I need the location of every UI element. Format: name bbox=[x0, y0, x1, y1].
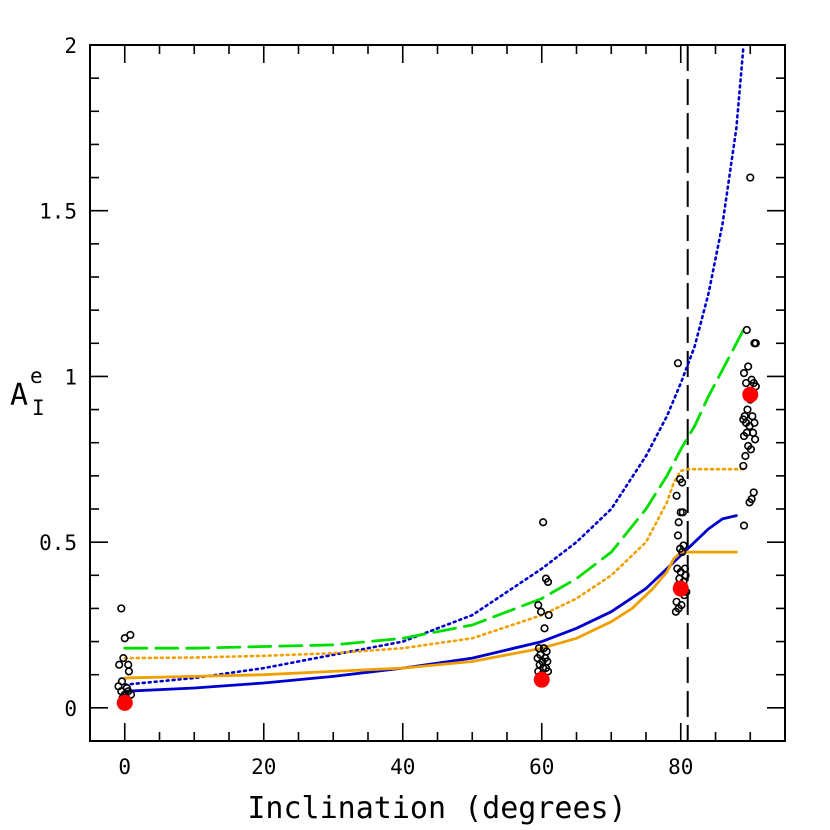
data-point bbox=[539, 518, 548, 527]
data-point bbox=[126, 630, 135, 640]
data-point bbox=[739, 431, 749, 441]
data-point bbox=[540, 624, 549, 633]
curve-blue-solid bbox=[123, 514, 738, 693]
data-point bbox=[741, 378, 751, 388]
y-tick-label: 0.5 bbox=[39, 531, 77, 555]
x-tick-label: 20 bbox=[251, 755, 276, 779]
data-point bbox=[746, 173, 755, 182]
data-point bbox=[739, 369, 749, 378]
data-point bbox=[119, 654, 128, 663]
x-tick-label: 80 bbox=[668, 755, 693, 779]
plot-area bbox=[114, 45, 760, 741]
data-point bbox=[543, 577, 553, 587]
data-point bbox=[751, 339, 760, 348]
x-tick-label: 40 bbox=[390, 755, 415, 779]
data-point bbox=[117, 604, 126, 613]
curve-green-dashed bbox=[123, 328, 745, 650]
data-point bbox=[746, 445, 756, 454]
data-point bbox=[745, 422, 754, 431]
y-axis-title: A e I bbox=[10, 364, 45, 420]
y-tick-label: 1.5 bbox=[39, 200, 77, 224]
data-point bbox=[742, 325, 751, 335]
data-point bbox=[748, 412, 757, 421]
data-point bbox=[124, 667, 134, 676]
data-point bbox=[739, 461, 748, 471]
data-point bbox=[672, 491, 681, 500]
x-tick-label: 60 bbox=[529, 755, 554, 779]
data-point bbox=[751, 435, 760, 444]
data-point bbox=[744, 362, 753, 371]
plot-frame bbox=[89, 44, 786, 742]
data-point bbox=[678, 547, 687, 557]
mean-point bbox=[742, 386, 759, 403]
y-tick-label: 2 bbox=[64, 34, 77, 58]
y-tick-label: 0 bbox=[64, 697, 77, 721]
y-axis-title-sup: e bbox=[30, 364, 43, 388]
x-axis-title: Inclination (degrees) bbox=[247, 791, 626, 826]
data-point bbox=[534, 601, 543, 610]
data-point bbox=[115, 660, 124, 669]
curve-blue-dotted bbox=[123, 46, 745, 687]
curve-orange-solid bbox=[123, 550, 738, 680]
mean-point bbox=[533, 671, 550, 688]
data-point bbox=[743, 405, 752, 414]
data-point bbox=[674, 518, 683, 527]
axes: 0 20 40 60 80 0 0.5 1 1.5 2 bbox=[39, 34, 785, 779]
mean-point bbox=[116, 694, 133, 711]
data-point bbox=[678, 508, 687, 517]
data-point bbox=[678, 478, 687, 487]
y-axis-title-sub: I bbox=[32, 396, 45, 420]
data-point bbox=[739, 521, 749, 530]
x-tick-label: 0 bbox=[118, 755, 131, 779]
data-point bbox=[544, 610, 553, 620]
data-point bbox=[124, 660, 133, 669]
data-point bbox=[673, 531, 683, 540]
y-tick-label: 1 bbox=[64, 365, 77, 389]
data-point bbox=[536, 607, 546, 616]
data-point bbox=[749, 488, 758, 497]
data-point bbox=[745, 498, 754, 507]
data-point bbox=[741, 451, 750, 461]
data-point bbox=[671, 607, 680, 616]
data-point bbox=[673, 359, 683, 368]
mean-point bbox=[672, 580, 689, 597]
y-axis-title-main: A bbox=[10, 378, 28, 413]
